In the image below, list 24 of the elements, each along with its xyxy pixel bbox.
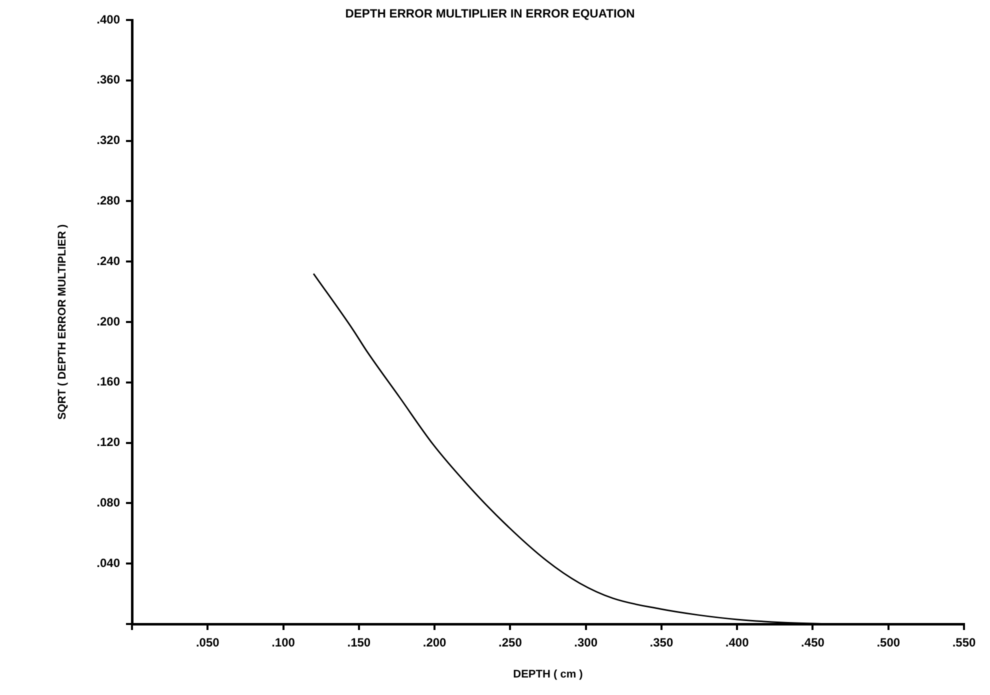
y-tick-label: .320	[96, 133, 120, 148]
y-tick-label: .120	[96, 435, 120, 450]
x-tick-label: .450	[801, 636, 825, 650]
y-tick-label: .240	[96, 254, 120, 268]
y-tick-label: .400	[96, 12, 120, 26]
x-tick-label: .550	[952, 636, 976, 650]
x-tick-label: .050	[196, 636, 220, 650]
x-tick-label: .150	[347, 636, 371, 650]
y-tick-label: .160	[96, 374, 120, 389]
x-tick-label: .350	[650, 636, 674, 650]
x-tick-label: .200	[422, 636, 447, 650]
x-axis-title: DEPTH ( cm )	[513, 668, 584, 680]
y-tick-label: .360	[96, 72, 120, 87]
y-tick-label: .200	[96, 314, 120, 328]
y-tick-label: .080	[96, 496, 120, 510]
y-tick-label: .040	[96, 556, 120, 570]
y-axis-title: SQRT ( DEPTH ERROR MULTIPLIER )	[56, 224, 69, 420]
x-tick-label: .250	[498, 636, 522, 650]
x-tick-label: .300	[574, 636, 598, 650]
y-tick-label: .280	[96, 194, 120, 208]
x-tick-label: .100	[272, 636, 296, 650]
x-tick-label: .400	[725, 636, 750, 650]
x-tick-label: .500	[876, 636, 900, 650]
chart-title: DEPTH ERROR MULTIPLIER IN ERROR EQUATION	[345, 6, 635, 20]
